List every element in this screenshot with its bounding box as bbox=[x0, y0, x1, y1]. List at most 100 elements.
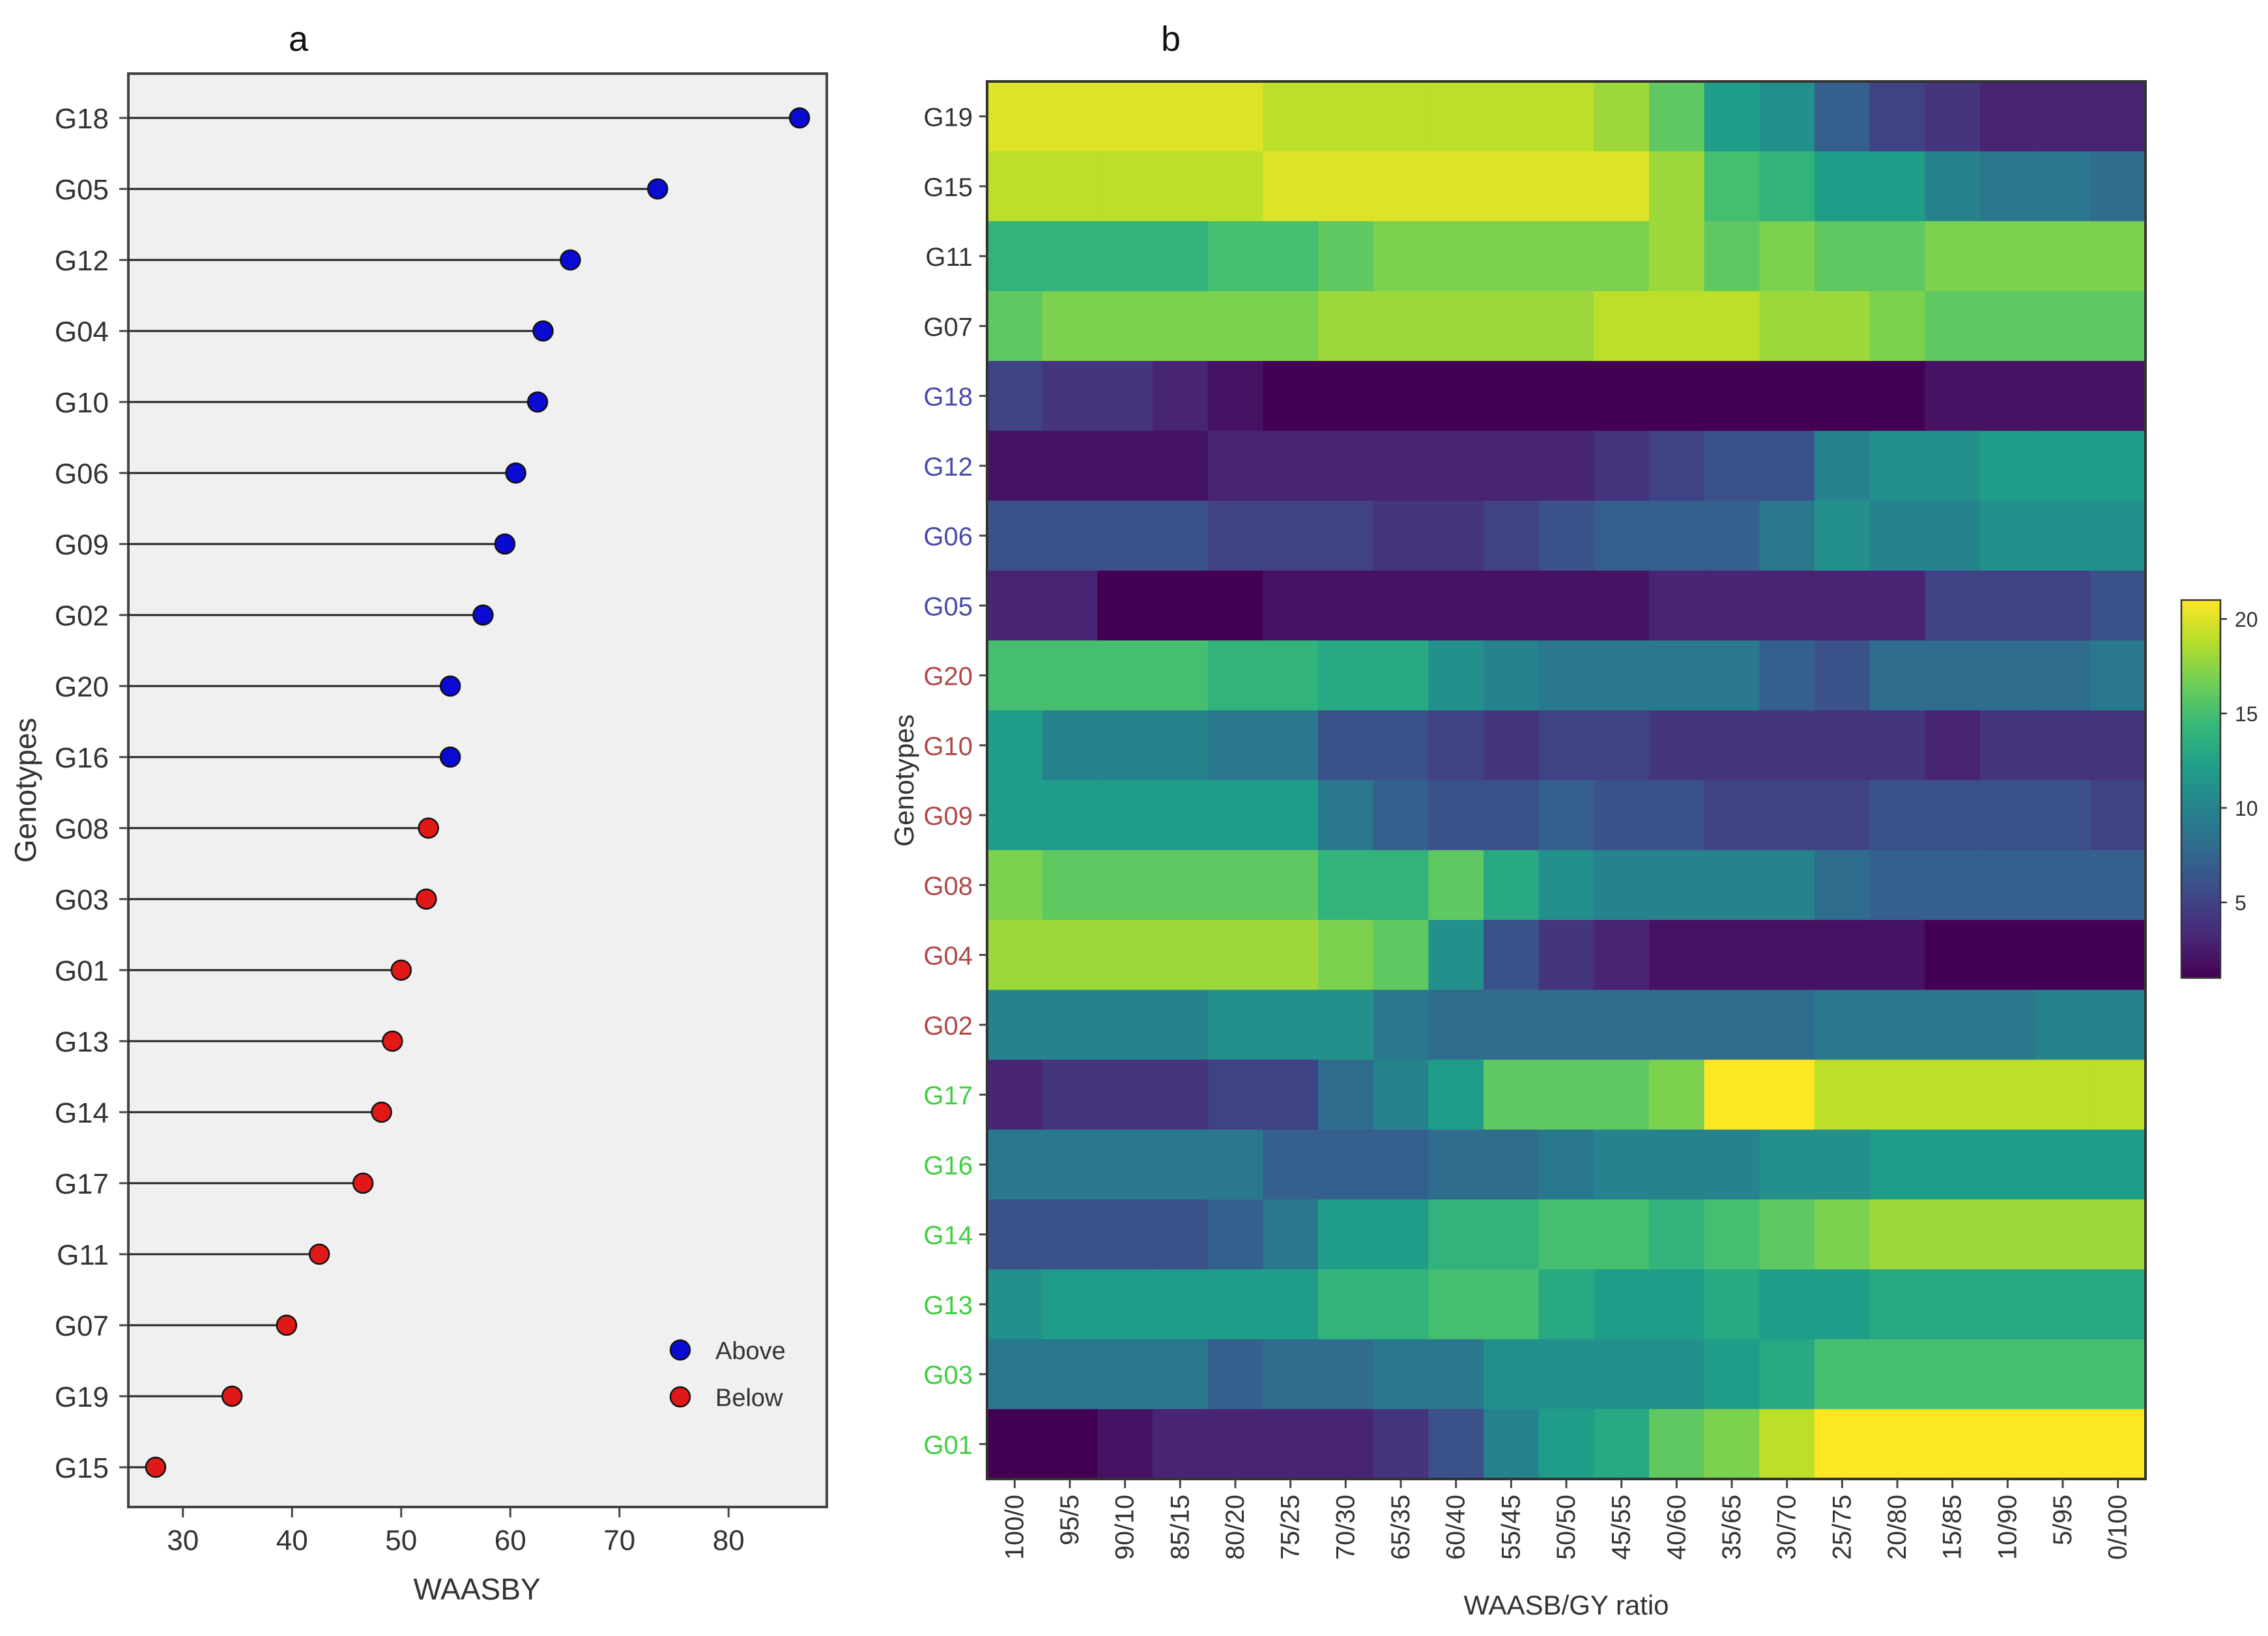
heatmap-cell bbox=[1980, 780, 2036, 851]
heatmap-cell bbox=[1153, 990, 1209, 1061]
heatmap-cell bbox=[1428, 1409, 1484, 1480]
heatmap-cell bbox=[1207, 291, 1263, 362]
heatmap-cell bbox=[1594, 850, 1650, 921]
y-tick-label: G12 bbox=[55, 245, 109, 277]
x-tick-label: 80 bbox=[713, 1525, 745, 1557]
y-tick-label: G09 bbox=[55, 529, 109, 561]
heatmap-cell bbox=[1373, 221, 1429, 292]
heatmap-cell bbox=[1318, 500, 1374, 571]
heatmap-cell bbox=[987, 920, 1043, 990]
y-tick-label: G18 bbox=[55, 103, 109, 135]
lollipop-point bbox=[788, 107, 811, 129]
heatmap-cell bbox=[2035, 361, 2091, 431]
heatmap-cell bbox=[2035, 780, 2091, 851]
heatmap-cell bbox=[1263, 710, 1319, 781]
heatmap-cell bbox=[1207, 570, 1263, 641]
heatmap-cell bbox=[1980, 850, 2036, 921]
heatmap-cell bbox=[1538, 1409, 1594, 1480]
heatmap-cell bbox=[1428, 221, 1484, 292]
heatmap-cell bbox=[1428, 780, 1484, 851]
heatmap-cell bbox=[1594, 1339, 1650, 1410]
heatmap-cell bbox=[1649, 291, 1705, 362]
heatmap-cell bbox=[1869, 291, 1925, 362]
heatmap-cell bbox=[1263, 990, 1319, 1061]
heatmap-cell bbox=[1980, 1059, 2036, 1130]
heatmap-cell bbox=[2090, 291, 2146, 362]
heatmap-cell bbox=[987, 1269, 1043, 1340]
y-tick-label: G11 bbox=[57, 1239, 109, 1271]
heatmap-cell bbox=[1869, 1269, 1925, 1340]
heatmap-cell bbox=[1484, 361, 1540, 431]
heatmap-cell bbox=[1373, 151, 1429, 222]
heatmap-cell bbox=[1484, 710, 1540, 781]
heatmap-cell bbox=[987, 1199, 1043, 1270]
heatmap-y-tick-label: G03 bbox=[923, 1361, 973, 1390]
heatmap-x-ticks: 100/0 95/5 90/10 85/15 80/20 75/25 70/30 65/35 6… bbox=[1000, 1479, 2132, 1560]
heatmap-cell bbox=[1097, 1129, 1153, 1200]
heatmap-cell bbox=[1980, 920, 2036, 990]
heatmap-cell bbox=[1980, 570, 2036, 641]
heatmap-cell bbox=[1759, 710, 1815, 781]
heatmap-cell bbox=[1097, 151, 1153, 222]
heatmap-cell bbox=[1097, 990, 1153, 1061]
heatmap-y-tick-label: G18 bbox=[923, 383, 973, 412]
heatmap-cell bbox=[1097, 640, 1153, 711]
heatmap-cell bbox=[1594, 221, 1650, 292]
heatmap-cells bbox=[987, 81, 2146, 1480]
heatmap-cell bbox=[1484, 291, 1540, 362]
heatmap-cell bbox=[1042, 850, 1098, 921]
y-tick-label: G15 bbox=[55, 1452, 109, 1484]
heatmap-cell bbox=[2090, 920, 2146, 990]
heatmap-cell bbox=[1594, 1129, 1650, 1200]
heatmap-cell bbox=[2090, 780, 2146, 851]
heatmap-cell bbox=[1925, 1059, 1981, 1130]
heatmap-cell bbox=[1153, 850, 1209, 921]
heatmap-cell bbox=[1925, 640, 1981, 711]
heatmap-cell bbox=[1815, 81, 1871, 152]
lollipop-chart: a G18 G05 G12 G04 G10 G06 G09 G02 G20 G16 G08 G03 G0… bbox=[8, 20, 828, 1606]
heatmap-cell bbox=[1318, 1409, 1374, 1480]
heatmap-cell bbox=[1815, 1269, 1871, 1340]
heatmap-cell bbox=[1538, 920, 1594, 990]
heatmap-cell bbox=[1759, 1269, 1815, 1340]
heatmap-cell bbox=[1759, 570, 1815, 641]
heatmap-cell bbox=[1594, 570, 1650, 641]
heatmap-cell bbox=[1759, 291, 1815, 362]
heatmap-cell bbox=[1263, 291, 1319, 362]
heatmap-cell bbox=[1538, 1199, 1594, 1270]
heatmap-cell bbox=[1153, 1129, 1209, 1200]
heatmap-cell bbox=[987, 570, 1043, 641]
heatmap-cell bbox=[1207, 1339, 1263, 1410]
heatmap-cell bbox=[1042, 570, 1098, 641]
heatmap-cell bbox=[1153, 1339, 1209, 1410]
heatmap-cell bbox=[2090, 990, 2146, 1061]
heatmap-cell bbox=[1042, 1269, 1098, 1340]
heatmap-cell bbox=[1759, 1409, 1815, 1480]
y-tick-label: G06 bbox=[55, 458, 109, 490]
x-axis-title: WAASBY bbox=[413, 1572, 540, 1606]
heatmap-cell bbox=[1373, 361, 1429, 431]
heatmap-cell bbox=[2090, 640, 2146, 711]
heatmap-cell bbox=[1980, 431, 2036, 502]
heatmap-cell bbox=[1428, 640, 1484, 711]
heatmap-cell bbox=[2090, 431, 2146, 502]
heatmap-cell bbox=[2035, 221, 2091, 292]
heatmap-cell bbox=[1097, 500, 1153, 571]
heatmap-cell bbox=[1869, 920, 1925, 990]
heatmap-y-tick-label: G04 bbox=[923, 942, 973, 971]
heatmap-cell bbox=[1097, 291, 1153, 362]
heatmap-cell bbox=[1318, 221, 1374, 292]
heatmap-cell bbox=[2035, 1059, 2091, 1130]
y-tick-label: G07 bbox=[55, 1310, 109, 1342]
heatmap-cell bbox=[1484, 780, 1540, 851]
heatmap-cell bbox=[1097, 570, 1153, 641]
lollipop-points bbox=[145, 107, 811, 1478]
heatmap-y-tick-label: G15 bbox=[923, 173, 973, 202]
heatmap-cell bbox=[1042, 1409, 1098, 1480]
heatmap-cell bbox=[1980, 640, 2036, 711]
heatmap-cell bbox=[1042, 431, 1098, 502]
heatmap-cell bbox=[987, 1059, 1043, 1130]
heatmap-cell bbox=[2035, 81, 2091, 152]
heatmap-cell bbox=[1649, 361, 1705, 431]
